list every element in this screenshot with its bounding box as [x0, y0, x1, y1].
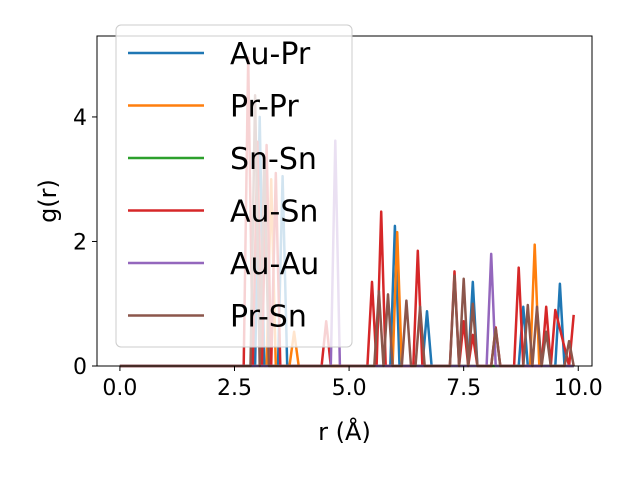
x-tick-label: 5.0	[332, 376, 367, 401]
legend-label: Pr-Sn	[230, 300, 307, 335]
y-axis-label: g(r)	[34, 179, 62, 223]
legend-label: Au-Pr	[230, 37, 311, 72]
y-tick-label: 4	[73, 106, 87, 131]
x-axis-label: r (Å)	[318, 417, 371, 446]
y-tick-label: 2	[73, 230, 87, 255]
x-tick-label: 2.5	[217, 376, 252, 401]
y-tick-label: 0	[73, 355, 87, 380]
legend-label: Au-Au	[230, 247, 319, 282]
x-tick-label: 10.0	[554, 376, 603, 401]
legend: Au-Pr Pr-Pr Sn-Sn Au-Sn Au-Au Pr-Sn	[115, 24, 353, 348]
y-axis-ticks: 0 2 4	[73, 106, 97, 380]
x-axis-ticks: 0.0 2.5 5.0 7.5 10.0	[102, 366, 603, 401]
x-tick-label: 0.0	[102, 376, 137, 401]
legend-label: Pr-Pr	[230, 90, 299, 125]
x-tick-label: 7.5	[446, 376, 481, 401]
legend-label: Au-Sn	[230, 195, 318, 230]
legend-label: Sn-Sn	[230, 142, 317, 177]
